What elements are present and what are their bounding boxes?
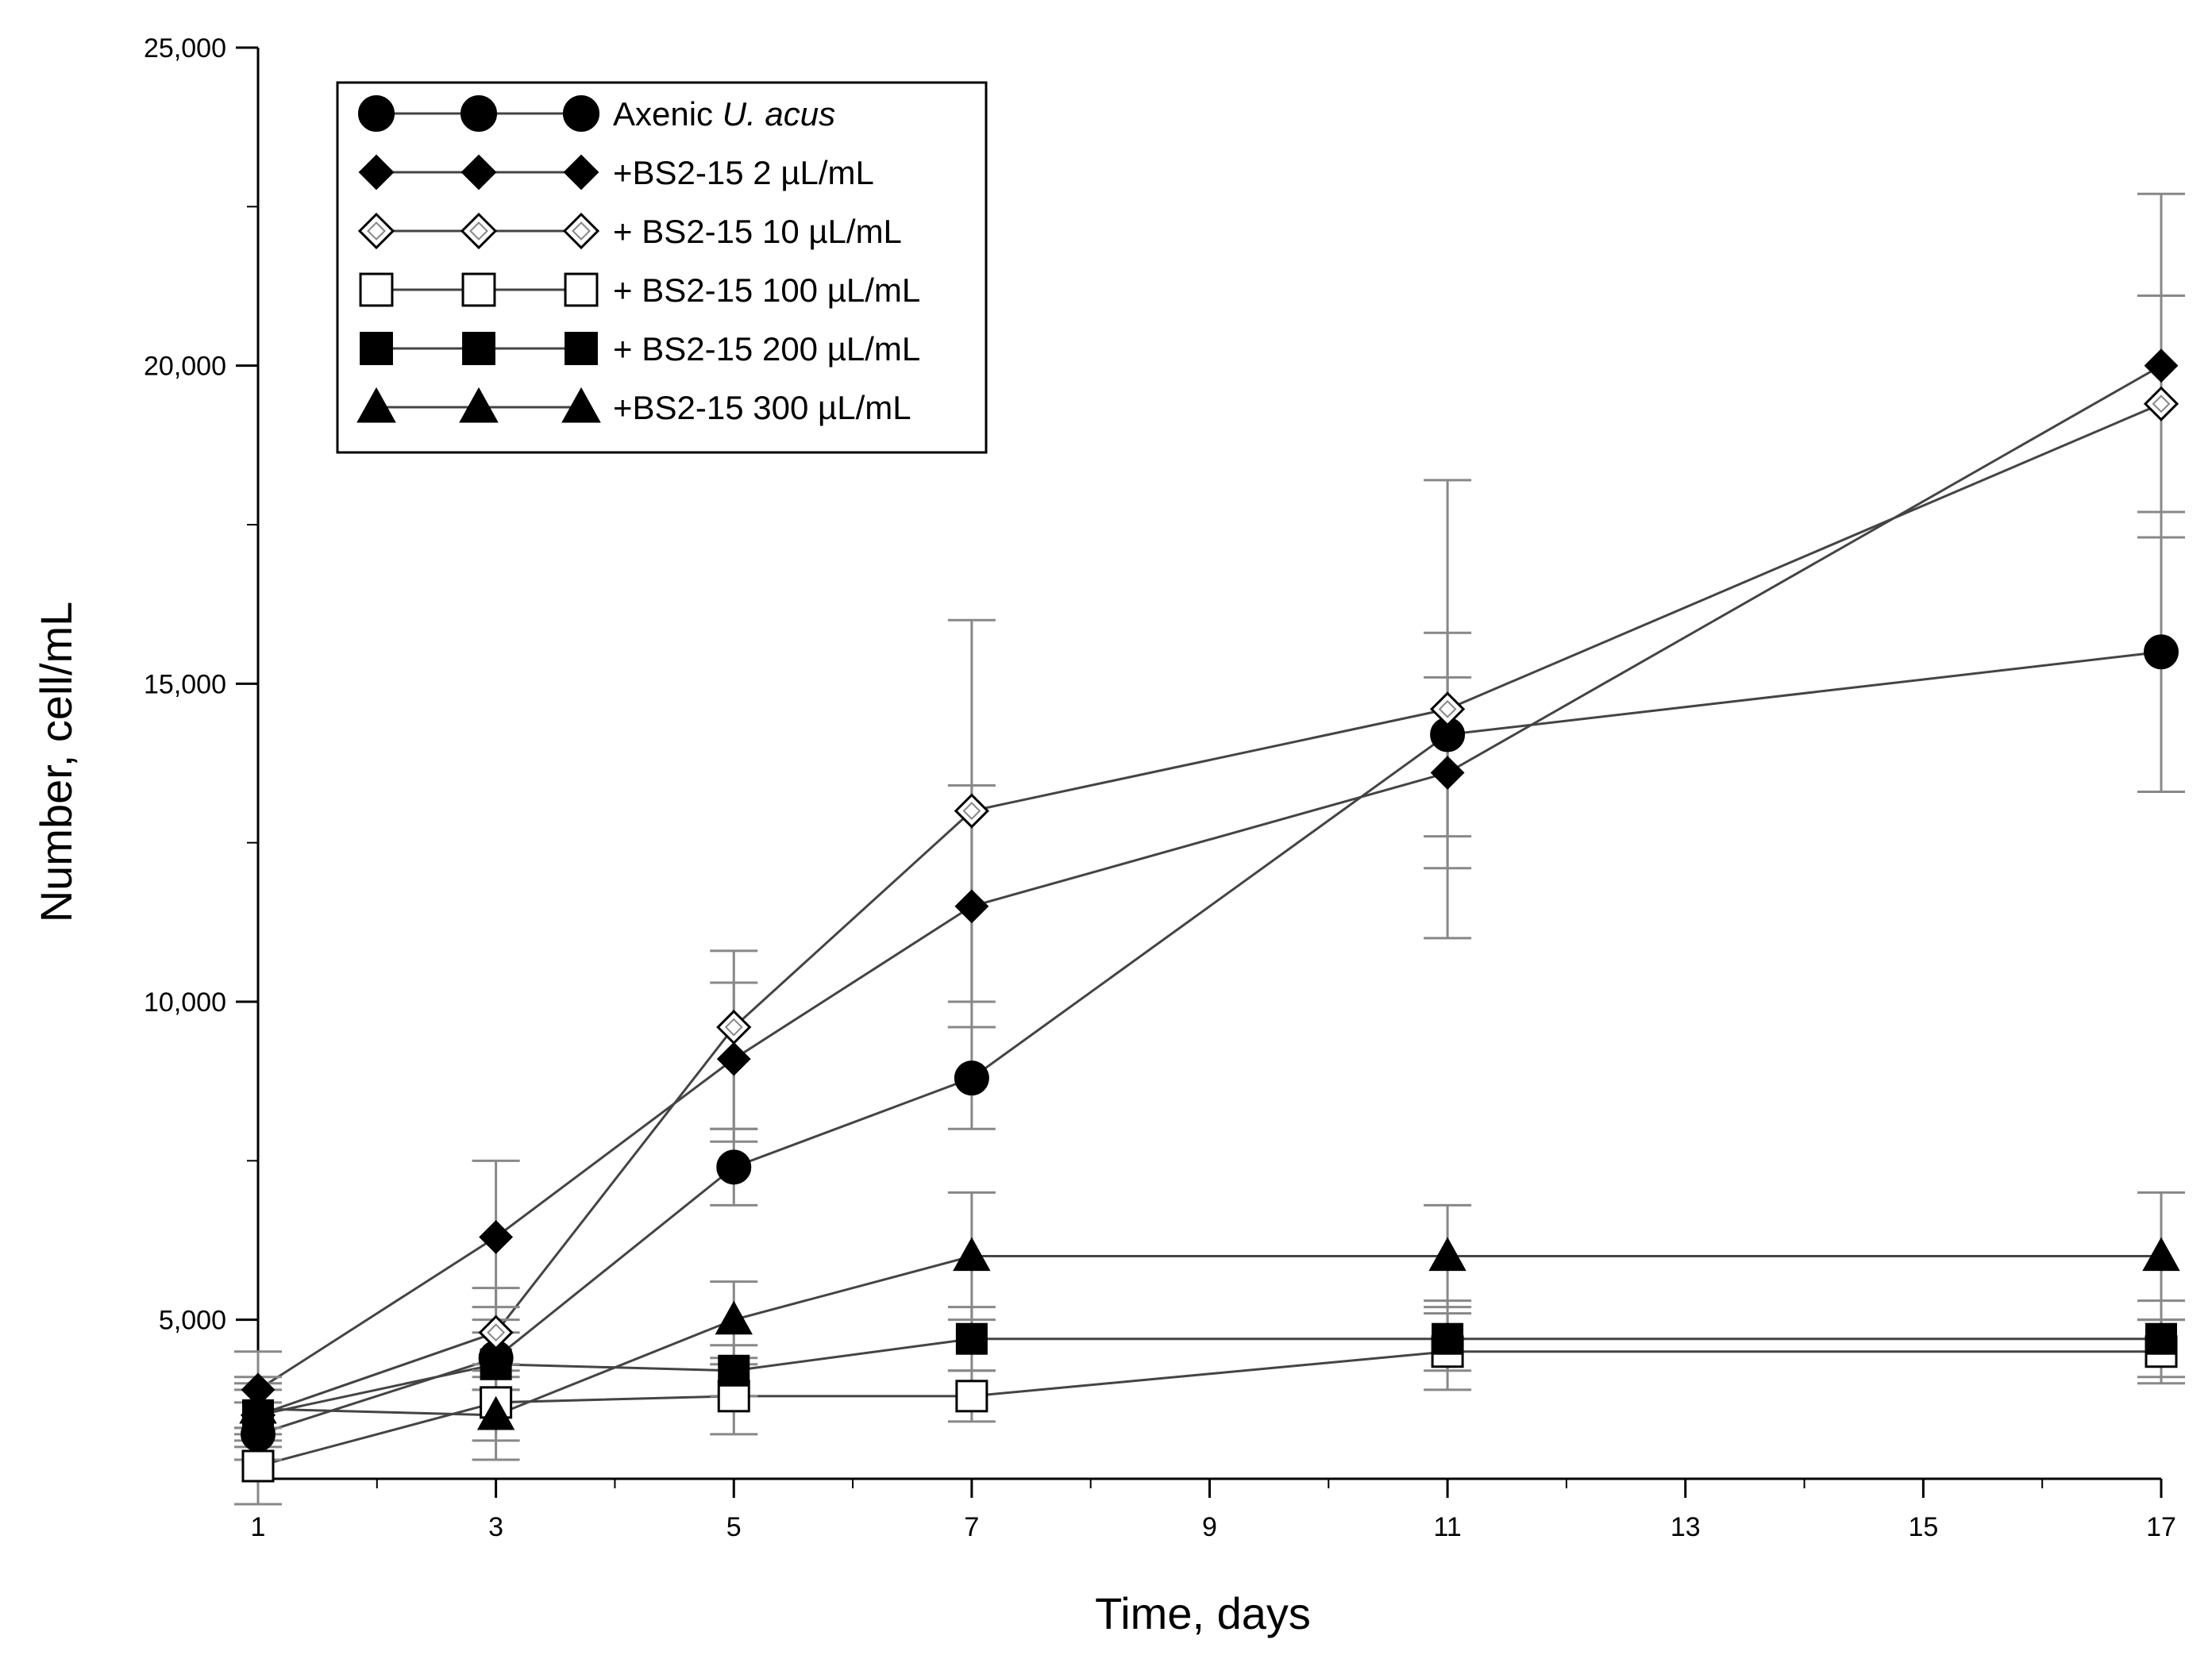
x-tick-label: 5 bbox=[726, 1512, 742, 1542]
data-point-4 bbox=[480, 1348, 512, 1380]
data-point-1 bbox=[479, 1220, 514, 1254]
data-point-2-inner bbox=[487, 1323, 506, 1342]
legend-marker-3 bbox=[564, 272, 599, 307]
series-line-5 bbox=[257, 1255, 2161, 1417]
data-point-2 bbox=[2143, 386, 2179, 421]
legend-label: +BS2-15 2 µL/mL bbox=[613, 154, 874, 191]
x-tick-label: 17 bbox=[2146, 1512, 2176, 1542]
legend-label: + BS2-15 10 µL/mL bbox=[613, 213, 902, 250]
data-point-2 bbox=[478, 1314, 514, 1350]
data-point-3 bbox=[241, 1449, 275, 1483]
data-point-2-inner bbox=[962, 802, 981, 821]
data-point-5 bbox=[2142, 1237, 2180, 1272]
data-point-3 bbox=[955, 1380, 988, 1413]
legend-label: + BS2-15 200 µL/mL bbox=[613, 330, 920, 368]
x-tick-label: 15 bbox=[1908, 1512, 1938, 1542]
legend-marker-5 bbox=[561, 387, 601, 423]
x-tick-label: 9 bbox=[1202, 1512, 1217, 1542]
data-point-4 bbox=[955, 1322, 988, 1355]
legend-marker-1 bbox=[461, 154, 497, 191]
legend-marker-1 bbox=[358, 154, 395, 191]
data-point-1 bbox=[1430, 756, 1465, 790]
legend-marker-4 bbox=[360, 332, 393, 365]
legend-marker-2 bbox=[357, 212, 395, 250]
legend-label: Axenic U. acus bbox=[613, 95, 835, 133]
data-point-1 bbox=[954, 889, 989, 924]
data-point-4 bbox=[718, 1354, 750, 1387]
legend-box bbox=[336, 81, 988, 454]
legend-marker-4 bbox=[565, 332, 598, 365]
legend-marker-3 bbox=[461, 272, 496, 307]
y-ticks: 5,000 10,000 15,000 20,000 25,000 bbox=[144, 33, 258, 1480]
data-point-4 bbox=[1432, 1322, 1464, 1355]
x-tick-label: 1 bbox=[251, 1512, 266, 1542]
data-point-5 bbox=[1428, 1237, 1466, 1272]
legend-marker-3 bbox=[359, 272, 394, 307]
series-line-4 bbox=[257, 1337, 2161, 1417]
x-axis-title: Time, days bbox=[1095, 1588, 1311, 1638]
legend-marker-0 bbox=[562, 94, 600, 133]
data-point-5 bbox=[476, 1395, 515, 1430]
legend-marker-2 bbox=[460, 212, 498, 250]
x-tick-label: 3 bbox=[488, 1512, 503, 1542]
legend-marker-0 bbox=[460, 94, 498, 133]
legend-marker-1 bbox=[563, 154, 599, 191]
y-tick-label: 25,000 bbox=[144, 33, 226, 64]
legend-marker-5 bbox=[459, 387, 499, 423]
y-tick-label: 20,000 bbox=[144, 352, 226, 382]
y-axis-title: Number, cell/mL bbox=[31, 602, 81, 923]
legend-marker-4 bbox=[462, 332, 495, 365]
series-lines bbox=[257, 364, 2162, 1468]
markers bbox=[239, 348, 2180, 1483]
x-ticks: 1 3 5 7 9 11 13 15 17 bbox=[251, 1479, 2176, 1542]
series-line-1 bbox=[257, 364, 2162, 1391]
y-tick-label: 15,000 bbox=[144, 669, 226, 699]
x-tick-label: 7 bbox=[964, 1512, 979, 1542]
data-point-1 bbox=[2144, 348, 2179, 383]
data-point-2 bbox=[954, 793, 989, 829]
series-line-0 bbox=[257, 650, 2162, 1436]
data-point-1 bbox=[716, 1041, 751, 1076]
series-line-3 bbox=[257, 1350, 2161, 1468]
y-tick-label: 5,000 bbox=[159, 1306, 226, 1336]
data-point-4 bbox=[2145, 1322, 2177, 1355]
data-point-0 bbox=[716, 1149, 752, 1185]
x-tick-label: 13 bbox=[1671, 1512, 1701, 1542]
data-point-2-inner bbox=[1438, 699, 1457, 718]
data-point-5 bbox=[953, 1237, 991, 1272]
data-point-2-inner bbox=[2152, 395, 2171, 414]
legend: Axenic U. acus +BS2-15 2 µL/mL + BS2-15 10… bbox=[336, 81, 988, 454]
legend-marker-2 bbox=[562, 212, 600, 250]
legend-marker-2-inner bbox=[367, 221, 386, 241]
data-point-2-inner bbox=[724, 1018, 743, 1037]
data-point-5 bbox=[239, 1389, 277, 1424]
legend-label: +BS2-15 300 µL/mL bbox=[613, 389, 911, 426]
data-point-0 bbox=[954, 1060, 989, 1096]
y-tick-label: 10,000 bbox=[144, 987, 226, 1018]
data-point-0 bbox=[2144, 634, 2179, 670]
legend-marker-5 bbox=[356, 387, 396, 423]
legend-label: + BS2-15 100 µL/mL bbox=[613, 271, 920, 309]
x-tick-label: 11 bbox=[1433, 1512, 1461, 1542]
legend-marker-0 bbox=[357, 94, 395, 133]
legend-marker-2-inner bbox=[469, 221, 488, 241]
legend-marker-2-inner bbox=[572, 221, 591, 241]
data-point-2 bbox=[716, 1009, 752, 1045]
data-point-2 bbox=[1430, 691, 1466, 727]
data-point-5 bbox=[715, 1300, 753, 1335]
series-line-2 bbox=[257, 402, 2162, 1417]
